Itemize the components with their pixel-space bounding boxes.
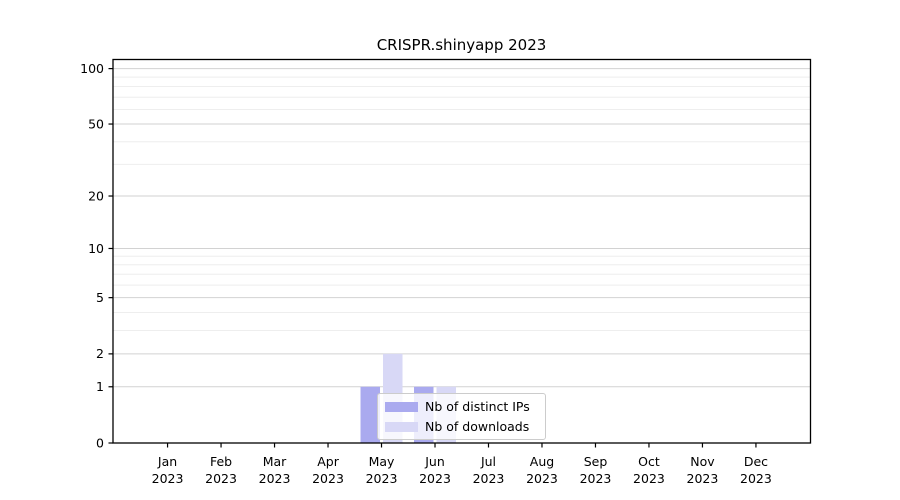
y-tick-label: 2 — [96, 346, 104, 361]
x-tick-label-month: Sep — [584, 454, 608, 469]
x-tick-label-year: 2023 — [633, 471, 665, 486]
y-tick-label: 5 — [96, 290, 104, 305]
legend-swatch-distinct-ips — [385, 401, 418, 412]
legend-item-distinct-ips: Nb of distinct IPs — [385, 398, 539, 415]
y-tick-label: 1 — [96, 379, 104, 394]
x-tick-label-year: 2023 — [687, 471, 719, 486]
x-tick-label-month: Aug — [530, 454, 554, 469]
x-tick-label-year: 2023 — [580, 471, 612, 486]
x-tick-label-year: 2023 — [740, 471, 772, 486]
y-tick-label: 10 — [88, 241, 104, 256]
x-tick-label-month: Jul — [480, 454, 496, 469]
y-tick-label: 20 — [88, 188, 104, 203]
x-tick-label-month: Jun — [424, 454, 445, 469]
legend-label-downloads: Nb of downloads — [425, 419, 530, 434]
bar-distinct-ips — [360, 386, 381, 443]
plot-border — [112, 58, 812, 444]
x-tick-label-month: Jan — [157, 454, 177, 469]
y-tick-label: 0 — [96, 435, 104, 450]
x-tick-label-year: 2023 — [473, 471, 505, 486]
x-tick-label-year: 2023 — [152, 471, 184, 486]
y-tick-label: 100 — [80, 61, 104, 76]
x-tick-label-year: 2023 — [259, 471, 291, 486]
x-tick-label-month: Apr — [317, 454, 339, 469]
x-tick-label-year: 2023 — [312, 471, 344, 486]
x-tick-label-year: 2023 — [526, 471, 558, 486]
x-tick-label-month: Dec — [744, 454, 768, 469]
x-tick-label-month: May — [369, 454, 395, 469]
chart-title: CRISPR.shinyapp 2023 — [376, 36, 547, 54]
x-tick-label-month: Nov — [690, 454, 715, 469]
x-tick-label-month: Feb — [210, 454, 232, 469]
legend-label-distinct-ips: Nb of distinct IPs — [425, 399, 530, 414]
x-tick-label-month: Oct — [638, 454, 660, 469]
y-tick-label: 50 — [88, 116, 104, 131]
legend-item-downloads: Nb of downloads — [385, 418, 539, 435]
legend-swatch-downloads — [385, 421, 418, 432]
legend: Nb of distinct IPs Nb of downloads — [377, 393, 546, 440]
x-tick-label-year: 2023 — [419, 471, 451, 486]
x-tick-label-month: Mar — [263, 454, 287, 469]
x-tick-label-year: 2023 — [205, 471, 237, 486]
x-tick-label-year: 2023 — [366, 471, 398, 486]
